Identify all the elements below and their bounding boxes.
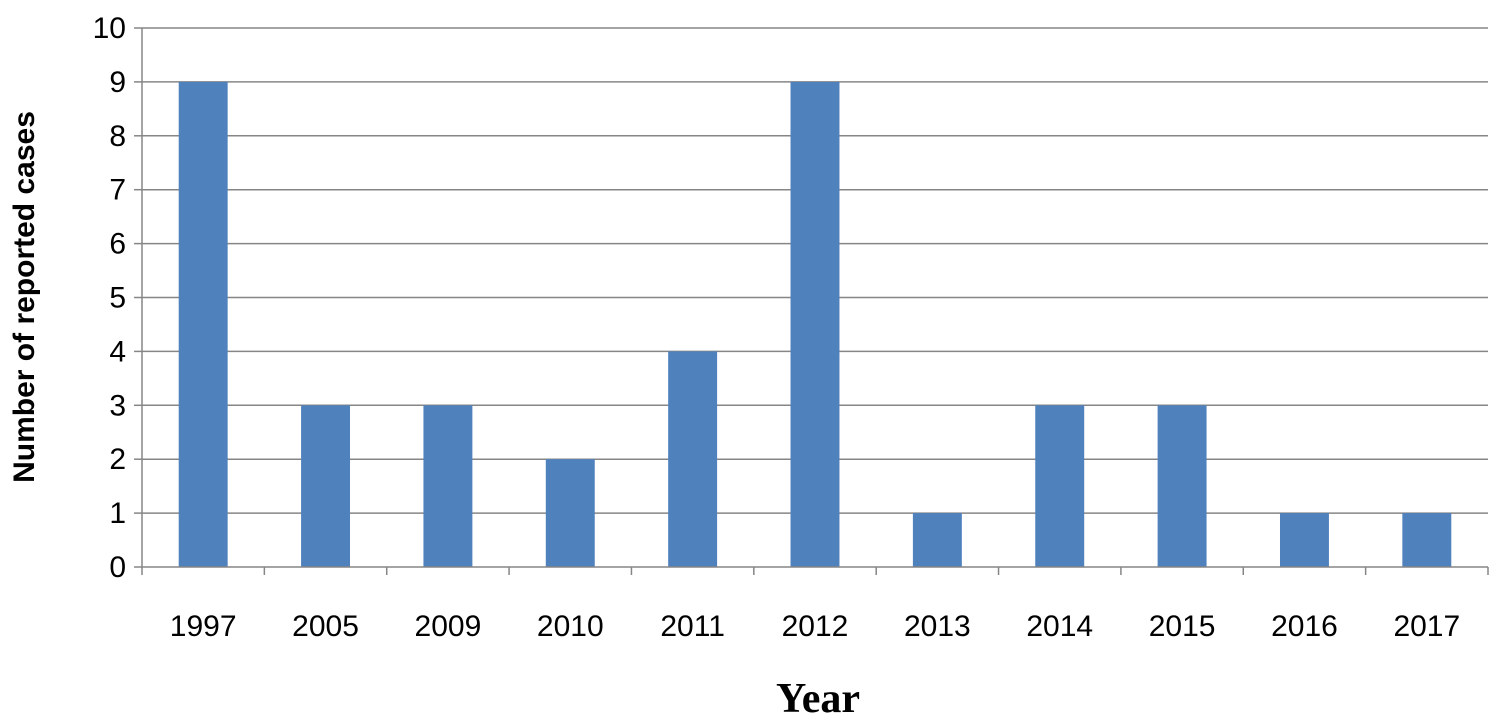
x-tick-label: 2016 (1271, 610, 1338, 643)
bar (423, 405, 473, 567)
bar (1035, 405, 1085, 567)
x-tick-label: 2012 (782, 610, 849, 643)
x-tick-labels: 1997 2005 2009 2010 2011 2012 2013 2014 2015 2016… (170, 610, 1460, 643)
x-tick-label: 2013 (904, 610, 971, 643)
bar (1279, 513, 1329, 567)
y-tick-label: 0 (109, 551, 126, 584)
y-tick-label: 9 (109, 66, 126, 99)
bar (1157, 405, 1207, 567)
bar (1402, 513, 1452, 567)
bar (301, 405, 351, 567)
y-tick-label: 1 (109, 497, 126, 530)
y-tick-label: 6 (109, 228, 126, 261)
x-tick-label: 2014 (1026, 610, 1093, 643)
x-tick-label: 1997 (170, 610, 237, 643)
y-axis-label: Number of reported cases (8, 111, 41, 483)
y-tick-label: 4 (109, 335, 126, 368)
y-tick-label: 3 (109, 389, 126, 422)
y-tick-label: 8 (109, 120, 126, 153)
y-tick-label: 7 (109, 174, 126, 207)
x-tick-label: 2005 (292, 610, 359, 643)
x-axis-label: Year (776, 676, 860, 722)
bars (178, 81, 1452, 568)
x-tick-label: 2009 (415, 610, 482, 643)
axes (134, 27, 1489, 575)
bar (912, 513, 962, 567)
x-tick-label: 2015 (1149, 610, 1216, 643)
y-tick-labels: 0 1 2 3 4 5 6 7 8 9 10 (93, 12, 126, 584)
bar (545, 459, 595, 567)
bar (668, 351, 718, 567)
bar (790, 81, 840, 568)
x-tick-label: 2011 (660, 610, 725, 643)
x-tick-label: 2017 (1393, 610, 1460, 643)
y-tick-label: 2 (109, 443, 126, 476)
bar (178, 81, 228, 568)
x-tick-label: 2010 (537, 610, 604, 643)
y-tick-label: 10 (93, 12, 126, 45)
y-tick-label: 5 (109, 282, 126, 315)
